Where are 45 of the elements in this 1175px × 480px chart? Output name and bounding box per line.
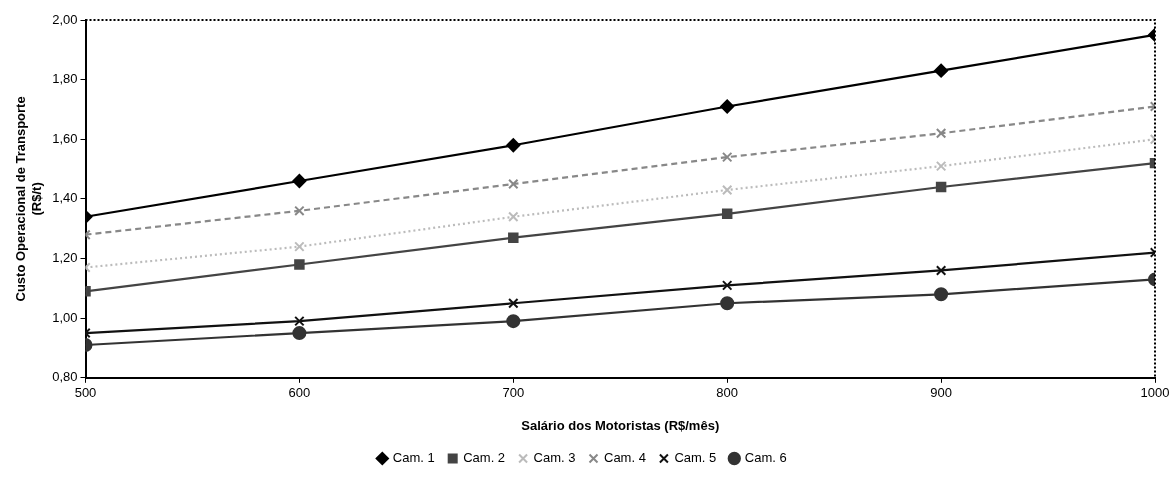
point: [506, 138, 521, 153]
point: [506, 314, 521, 329]
legend-label: Cam. 6: [744, 450, 787, 466]
x-tick-label: 700: [502, 385, 525, 401]
y-tick-label: 1,20: [52, 250, 78, 266]
x-tick-label: 600: [288, 385, 311, 401]
point: [508, 232, 519, 243]
point: [294, 259, 305, 270]
y-tick-label: 1,00: [52, 309, 78, 325]
point: [935, 181, 947, 193]
point: [935, 265, 947, 276]
y-tick-label: 1,40: [52, 190, 78, 206]
legend-label: Cam. 1: [392, 450, 435, 466]
x-tick-label: 900: [930, 385, 952, 401]
legend-label: Cam. 3: [533, 450, 576, 466]
point: [934, 63, 949, 78]
point: [935, 160, 947, 172]
y-tick-label: 1,80: [52, 71, 78, 87]
point: [508, 178, 519, 190]
point: [935, 128, 947, 139]
point: [294, 241, 305, 252]
point: [721, 208, 733, 220]
point: [721, 184, 733, 196]
point: [292, 326, 307, 341]
point: [294, 205, 305, 217]
point: [720, 99, 735, 114]
x-tick-label: 800: [716, 385, 739, 401]
x-axis-title: Salário dos Motoristas (R$/mês): [521, 417, 720, 433]
legend-label: Cam. 4: [604, 450, 646, 466]
point: [721, 151, 733, 163]
y-tick-label: 0,80: [52, 369, 78, 385]
point: [934, 287, 949, 302]
point: [508, 211, 519, 223]
legend-label: Cam. 2: [463, 450, 506, 466]
point: [720, 296, 735, 311]
point: [721, 280, 733, 291]
point: [294, 315, 305, 327]
x-tick-label: 1000: [1140, 385, 1170, 401]
point: [292, 174, 307, 189]
y-tick-label: 2,00: [52, 11, 78, 27]
y-axis-title: Custo Operacional de Transporte (R$/t): [13, 96, 44, 302]
legend-label: Cam. 5: [674, 450, 717, 466]
y-tick-label: 1,60: [52, 130, 78, 146]
x-tick-label: 500: [74, 385, 97, 401]
point: [508, 298, 519, 309]
